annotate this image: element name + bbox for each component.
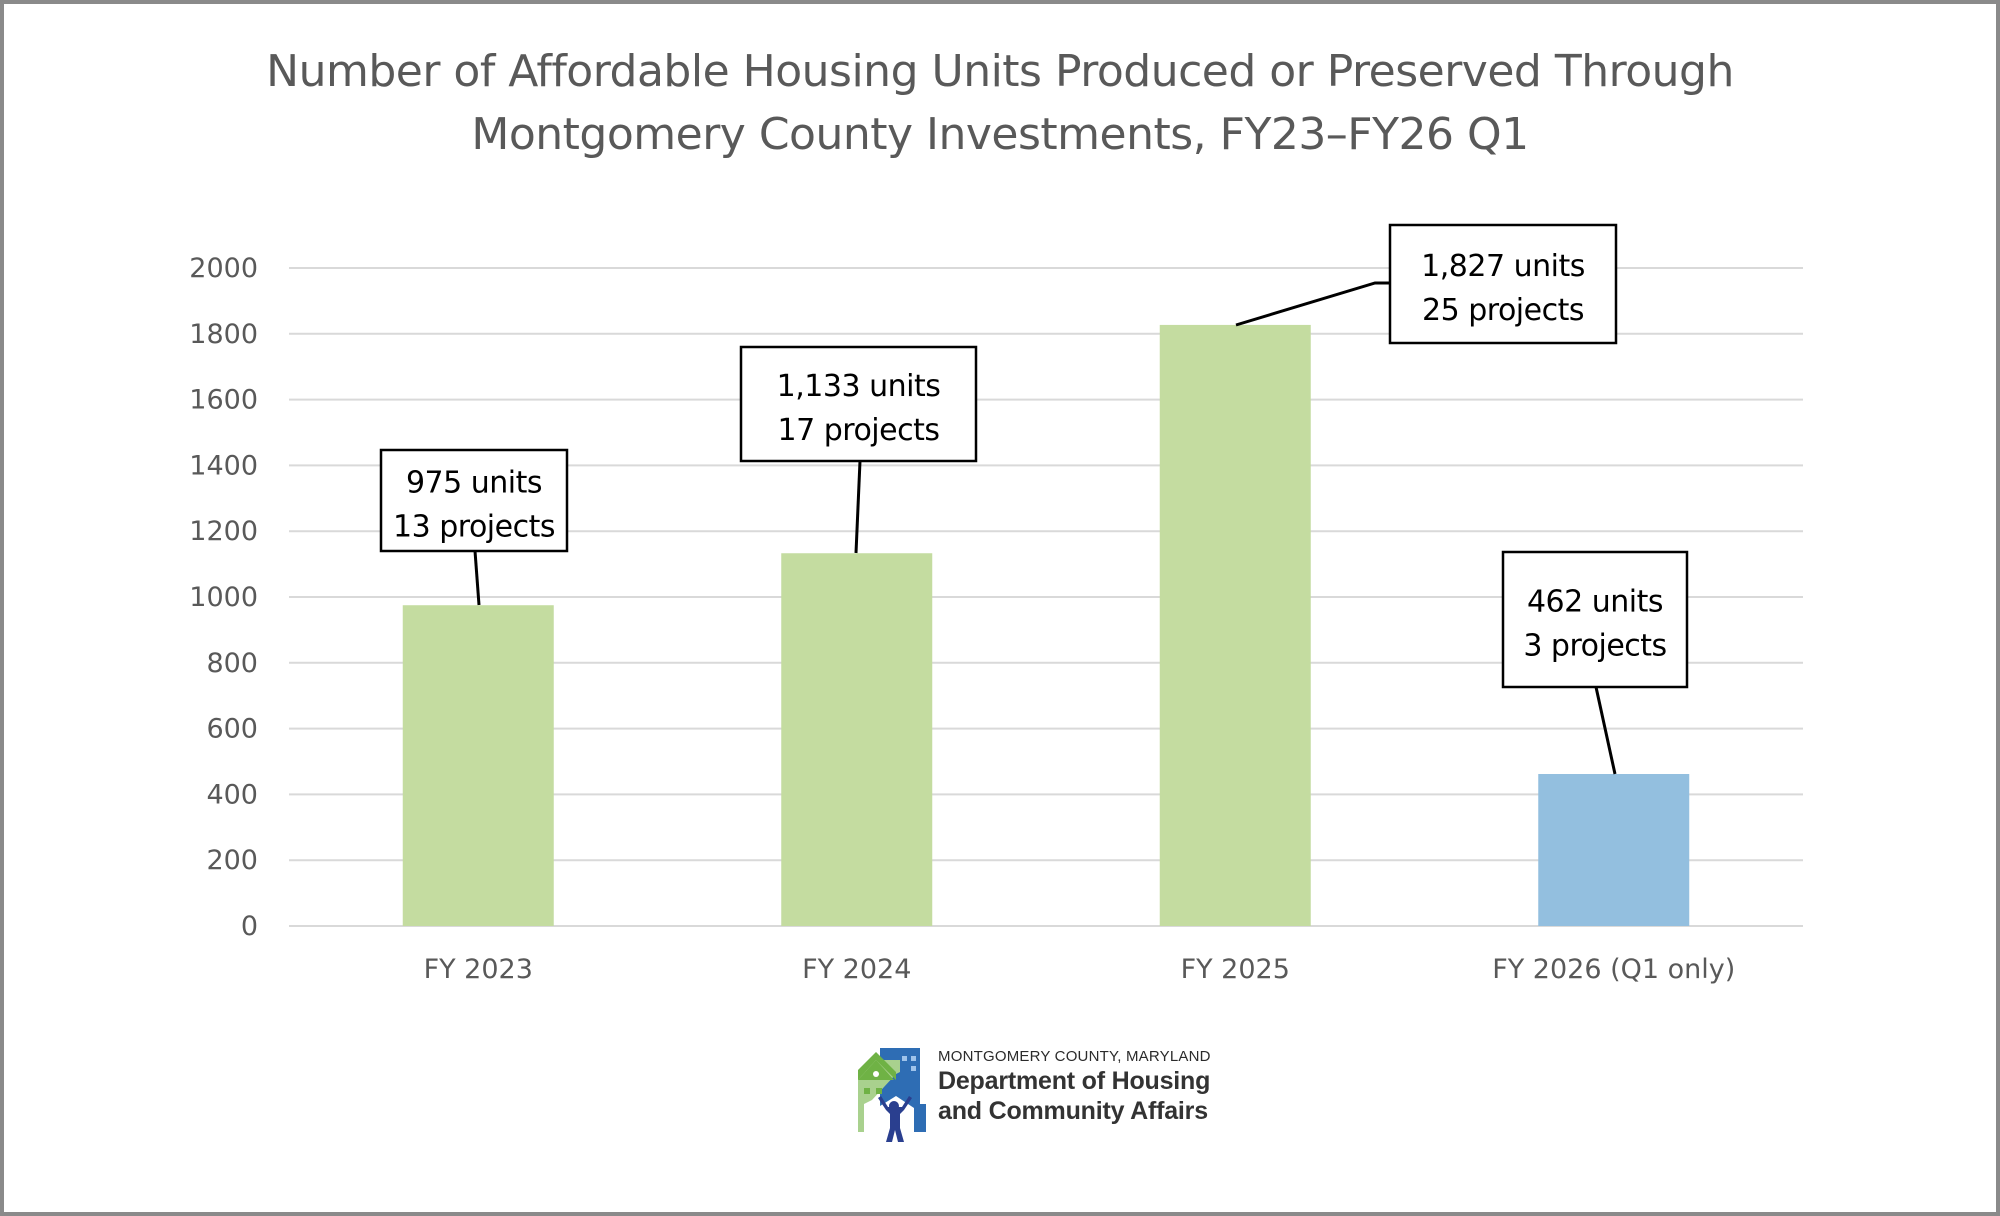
y-tick-label: 1600 bbox=[189, 385, 258, 416]
callout-box bbox=[739, 345, 978, 463]
callout-projects-label: 3 projects bbox=[1523, 629, 1666, 664]
data-callout: 1,827 units 25 projects bbox=[1235, 223, 1618, 345]
callout-units-label: 462 units bbox=[1527, 585, 1663, 620]
y-tick-label: 800 bbox=[206, 648, 258, 679]
bar bbox=[781, 553, 933, 926]
x-tick-label: FY 2024 bbox=[802, 954, 911, 985]
callout-box bbox=[1501, 550, 1689, 689]
bars bbox=[402, 324, 1690, 926]
callout-box bbox=[379, 448, 569, 553]
callout-leader-line bbox=[1594, 686, 1617, 775]
y-tick-label: 2000 bbox=[189, 253, 258, 284]
data-callout: 975 units 13 projects bbox=[379, 448, 569, 606]
callout-box bbox=[1388, 223, 1618, 345]
y-tick-label: 600 bbox=[206, 714, 258, 745]
callout-leader-line bbox=[473, 550, 481, 606]
callout-projects-label: 17 projects bbox=[778, 413, 940, 448]
callout-units-label: 1,133 units bbox=[777, 369, 941, 404]
chart-title-line-2: Montgomery County Investments, FY23–FY26… bbox=[471, 109, 1529, 160]
y-tick-label: 1800 bbox=[189, 319, 258, 350]
data-callout: 462 units 3 projects bbox=[1501, 550, 1689, 775]
logo-org-top: MONTGOMERY COUNTY, MARYLAND bbox=[938, 1048, 1211, 1065]
x-tick-label: FY 2023 bbox=[424, 954, 533, 985]
chart-title-line-1: Number of Affordable Housing Units Produ… bbox=[266, 46, 1734, 97]
y-tick-label: 1400 bbox=[189, 450, 258, 481]
callout-projects-label: 25 projects bbox=[1422, 293, 1584, 328]
logo-org-line-2: and Community Affairs bbox=[938, 1097, 1208, 1125]
callout-leader-line bbox=[854, 460, 862, 554]
bar bbox=[1538, 774, 1690, 926]
chart-title: Number of Affordable Housing Units Produ… bbox=[0, 40, 2000, 166]
y-tick-label: 400 bbox=[206, 779, 258, 810]
bar bbox=[402, 605, 554, 926]
callout-projects-label: 13 projects bbox=[393, 510, 555, 545]
bar bbox=[1159, 324, 1311, 926]
y-tick-label: 1200 bbox=[189, 516, 258, 547]
y-axis-tick-labels: 0 200 400 600 800 1000 1200 1400 1600 1800 2000 bbox=[189, 253, 258, 942]
callout-units-label: 1,827 units bbox=[1421, 249, 1585, 284]
x-tick-label: FY 2026 (Q1 only) bbox=[1492, 954, 1735, 985]
x-axis-labels: FY 2023 FY 2024 FY 2025 FY 2026 (Q1 only) bbox=[424, 954, 1736, 985]
callout-units-label: 975 units bbox=[406, 466, 542, 501]
y-tick-label: 0 bbox=[241, 911, 258, 942]
logo-org-line-1: Department of Housing bbox=[938, 1067, 1211, 1095]
data-callouts: 975 units 13 projects 1,133 units 17 projec… bbox=[379, 223, 1689, 775]
y-tick-label: 200 bbox=[206, 845, 258, 876]
dhca-logo-icon bbox=[858, 1048, 926, 1142]
x-tick-label: FY 2025 bbox=[1181, 954, 1290, 985]
callout-leader-line bbox=[1235, 281, 1390, 327]
dhca-logo: MONTGOMERY COUNTY, MARYLAND Department o… bbox=[856, 1044, 1236, 1144]
y-tick-label: 1000 bbox=[189, 582, 258, 613]
data-callout: 1,133 units 17 projects bbox=[739, 345, 978, 554]
